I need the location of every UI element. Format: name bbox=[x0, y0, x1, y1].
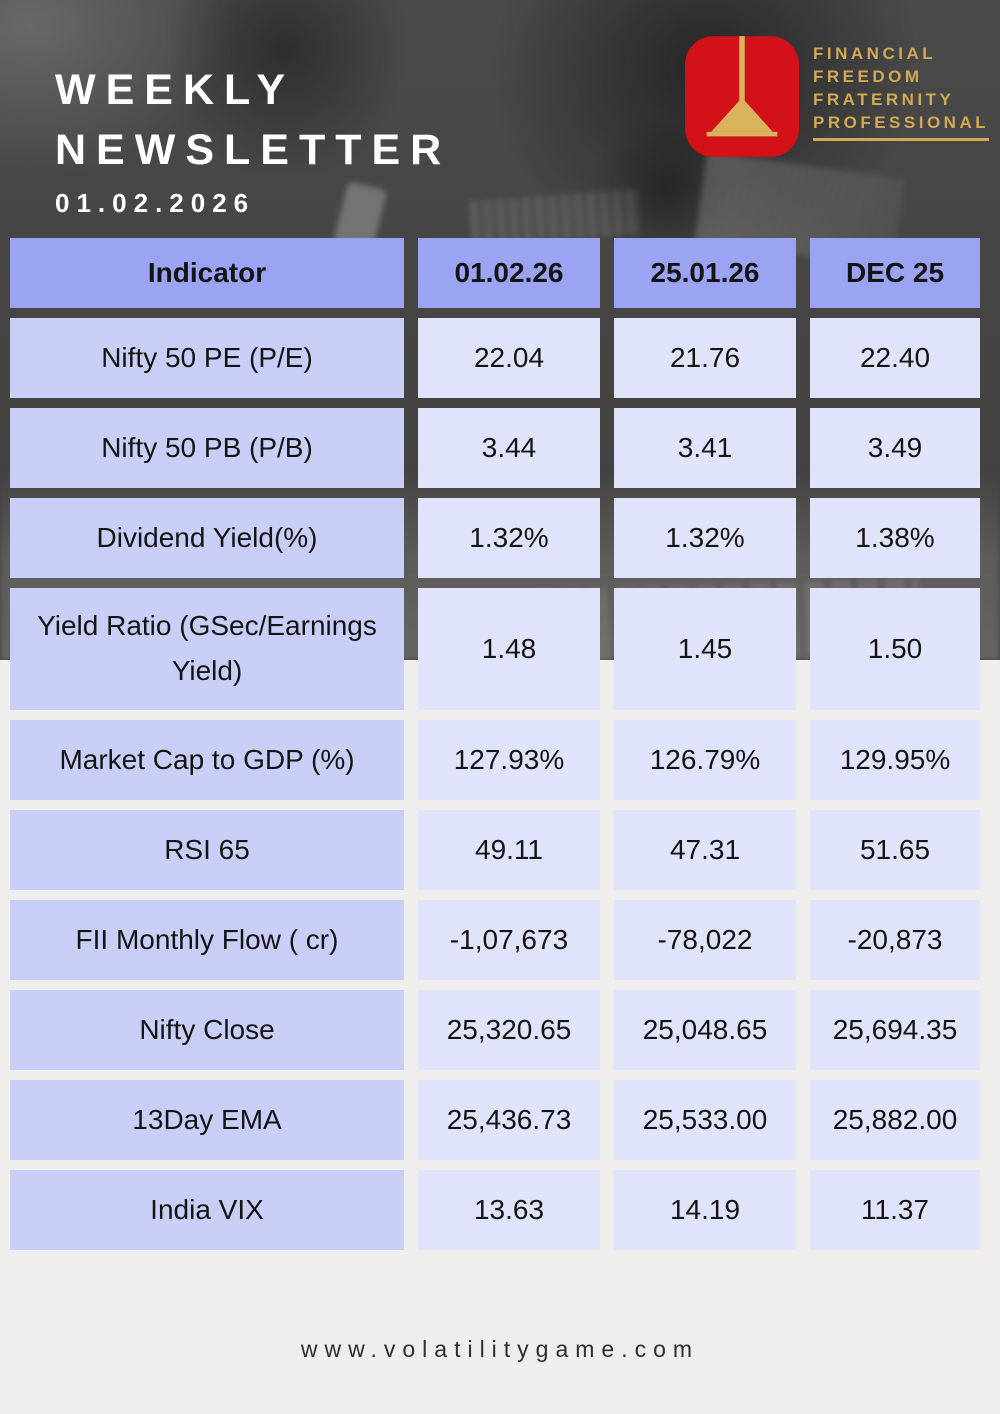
value-cell: -20,873 bbox=[810, 900, 980, 980]
indicator-cell: Nifty 50 PE (P/E) bbox=[10, 318, 404, 398]
website-link[interactable]: www.volatilitygame.com bbox=[300, 1336, 700, 1362]
brand-line-fraternity: FRATERNITY bbox=[813, 90, 955, 109]
value-cell: 11.37 bbox=[810, 1170, 980, 1250]
column-header-prev-week: 25.01.26 bbox=[614, 238, 796, 308]
table-row-yield-ratio: Yield Ratio (GSec/Earnings Yield) 1.48 1… bbox=[10, 588, 990, 710]
table-row-india-vix: India VIX 13.63 14.19 11.37 bbox=[10, 1170, 990, 1250]
value-cell: 25,320.65 bbox=[418, 990, 600, 1070]
photo-monitor-silhouette bbox=[170, 0, 400, 170]
value-cell: 25,694.35 bbox=[810, 990, 980, 1070]
value-cell: 129.95% bbox=[810, 720, 980, 800]
value-cell: 14.19 bbox=[614, 1170, 796, 1250]
indicator-cell: Yield Ratio (GSec/Earnings Yield) bbox=[10, 588, 404, 710]
indicator-cell: India VIX bbox=[10, 1170, 404, 1250]
indicator-cell: Nifty Close bbox=[10, 990, 404, 1070]
indicator-cell: FII Monthly Flow ( cr) bbox=[10, 900, 404, 980]
table-row-nifty-pe: Nifty 50 PE (P/E) 22.04 21.76 22.40 bbox=[10, 318, 990, 398]
value-cell: 1.50 bbox=[810, 588, 980, 710]
table-row-market-cap-gdp: Market Cap to GDP (%) 127.93% 126.79% 12… bbox=[10, 720, 990, 800]
column-header-indicator: Indicator bbox=[10, 238, 404, 308]
indicator-cell: 13Day EMA bbox=[10, 1080, 404, 1160]
column-header-prev-month: DEC 25 bbox=[810, 238, 980, 308]
value-cell: 51.65 bbox=[810, 810, 980, 890]
value-cell: 1.38% bbox=[810, 498, 980, 578]
footer: www.volatilitygame.com bbox=[0, 1336, 1000, 1363]
value-cell: 13.63 bbox=[418, 1170, 600, 1250]
value-cell: -78,022 bbox=[614, 900, 796, 980]
value-cell: 47.31 bbox=[614, 810, 796, 890]
value-cell: 49.11 bbox=[418, 810, 600, 890]
indicators-table: Indicator 01.02.26 25.01.26 DEC 25 Nifty… bbox=[10, 238, 990, 1250]
indicator-cell: Market Cap to GDP (%) bbox=[10, 720, 404, 800]
value-cell: 126.79% bbox=[614, 720, 796, 800]
page-title-line-1: WEEKLY bbox=[55, 66, 295, 114]
value-cell: 1.32% bbox=[614, 498, 796, 578]
value-cell: 25,436.73 bbox=[418, 1080, 600, 1160]
indicator-cell: Nifty 50 PB (P/B) bbox=[10, 408, 404, 488]
value-cell: 3.49 bbox=[810, 408, 980, 488]
table-row-rsi: RSI 65 49.11 47.31 51.65 bbox=[10, 810, 990, 890]
value-cell: 25,048.65 bbox=[614, 990, 796, 1070]
title-block: WEEKLY NEWSLETTER 01.02.2026 bbox=[55, 60, 451, 219]
newsletter-date: 01.02.2026 bbox=[55, 188, 256, 218]
table-row-nifty-close: Nifty Close 25,320.65 25,048.65 25,694.3… bbox=[10, 990, 990, 1070]
value-cell: 1.48 bbox=[418, 588, 600, 710]
table-row-dividend-yield: Dividend Yield(%) 1.32% 1.32% 1.38% bbox=[10, 498, 990, 578]
value-cell: 1.45 bbox=[614, 588, 796, 710]
brand-line-freedom: FREEDOM bbox=[813, 67, 923, 86]
value-cell: 25,533.00 bbox=[614, 1080, 796, 1160]
value-cell: 25,882.00 bbox=[810, 1080, 980, 1160]
photo-highlight-shape bbox=[0, 0, 240, 180]
page-title-line-2: NEWSLETTER bbox=[55, 126, 452, 174]
table-row-13day-ema: 13Day EMA 25,436.73 25,533.00 25,882.00 bbox=[10, 1080, 990, 1160]
value-cell: 1.32% bbox=[418, 498, 600, 578]
indicator-cell: RSI 65 bbox=[10, 810, 404, 890]
column-header-current-week: 01.02.26 bbox=[418, 238, 600, 308]
table-row-fii-monthly-flow: FII Monthly Flow ( cr) -1,07,673 -78,022… bbox=[10, 900, 990, 980]
value-cell: 22.04 bbox=[418, 318, 600, 398]
indicator-cell: Dividend Yield(%) bbox=[10, 498, 404, 578]
brand-line-financial: FINANCIAL bbox=[813, 44, 937, 63]
brand-block: FINANCIAL FREEDOM FRATERNITY PROFESSIONA… bbox=[685, 36, 990, 157]
value-cell: 22.40 bbox=[810, 318, 980, 398]
hero-section: WEEKLY NEWSLETTER 01.02.2026 FINANCIAL F… bbox=[0, 0, 1000, 238]
value-cell: 21.76 bbox=[614, 318, 796, 398]
table-header-row: Indicator 01.02.26 25.01.26 DEC 25 bbox=[10, 238, 990, 308]
table-row-nifty-pb: Nifty 50 PB (P/B) 3.44 3.41 3.49 bbox=[10, 408, 990, 488]
brand-text: FINANCIAL FREEDOM FRATERNITY PROFESSIONA… bbox=[813, 36, 990, 141]
value-cell: -1,07,673 bbox=[418, 900, 600, 980]
plumb-bob-icon bbox=[685, 36, 799, 157]
value-cell: 3.41 bbox=[614, 408, 796, 488]
brand-line-professional: PROFESSIONAL bbox=[813, 111, 990, 141]
value-cell: 3.44 bbox=[418, 408, 600, 488]
value-cell: 127.93% bbox=[418, 720, 600, 800]
